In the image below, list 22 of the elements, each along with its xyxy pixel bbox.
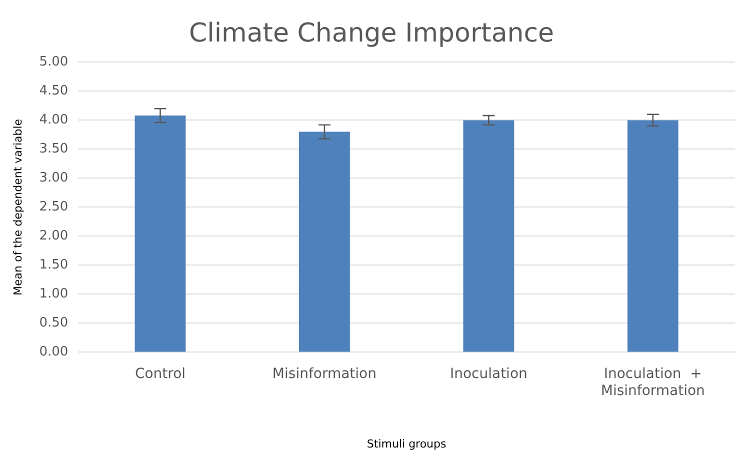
y-tick-label: 4.50 xyxy=(39,84,68,99)
bar xyxy=(134,116,186,352)
x-tick-label: Control xyxy=(134,366,186,382)
x-tick-label: Inoculation + Misinformation xyxy=(600,366,705,400)
y-tick-label: 2.00 xyxy=(39,228,68,244)
y-tick-label: 5.00 xyxy=(39,54,68,70)
y-tick-label: 3.50 xyxy=(39,142,68,157)
x-tick-label: Inoculation xyxy=(450,366,528,382)
x-axis-title: Stimuli groups xyxy=(366,437,447,450)
y-tick-label: 2.50 xyxy=(39,200,68,215)
chart-title: Climate Change Importance xyxy=(188,18,554,48)
y-axis-title: Mean of the dependent variable xyxy=(11,118,24,296)
y-tick-label: 0.50 xyxy=(39,316,68,331)
bar xyxy=(463,120,514,352)
y-tick-label: 1.00 xyxy=(39,286,68,302)
y-tick-label: 0.00 xyxy=(39,344,68,360)
bar xyxy=(299,132,350,352)
y-tick-label: 3.00 xyxy=(39,170,68,186)
bar xyxy=(627,120,678,352)
y-tick-label: 1.50 xyxy=(39,258,68,273)
y-tick-label: 4.00 xyxy=(39,112,68,128)
x-tick-label: Misinformation xyxy=(272,366,377,382)
